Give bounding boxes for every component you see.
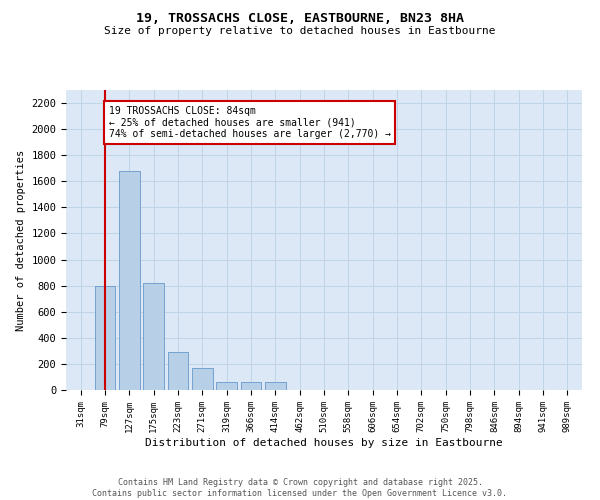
Bar: [143, 283, 164, 390]
Text: Size of property relative to detached houses in Eastbourne: Size of property relative to detached ho…: [104, 26, 496, 36]
Bar: [192, 368, 212, 390]
Bar: [95, 286, 115, 390]
Y-axis label: Number of detached properties: Number of detached properties: [16, 150, 26, 330]
Text: Contains HM Land Registry data © Crown copyright and database right 2025.
Contai: Contains HM Land Registry data © Crown c…: [92, 478, 508, 498]
Bar: [119, 171, 140, 390]
X-axis label: Distribution of detached houses by size in Eastbourne: Distribution of detached houses by size …: [145, 438, 503, 448]
Bar: [241, 382, 262, 390]
Bar: [265, 382, 286, 390]
Text: 19 TROSSACHS CLOSE: 84sqm
← 25% of detached houses are smaller (941)
74% of semi: 19 TROSSACHS CLOSE: 84sqm ← 25% of detac…: [109, 106, 391, 139]
Bar: [167, 352, 188, 390]
Text: 19, TROSSACHS CLOSE, EASTBOURNE, BN23 8HA: 19, TROSSACHS CLOSE, EASTBOURNE, BN23 8H…: [136, 12, 464, 26]
Bar: [216, 382, 237, 390]
